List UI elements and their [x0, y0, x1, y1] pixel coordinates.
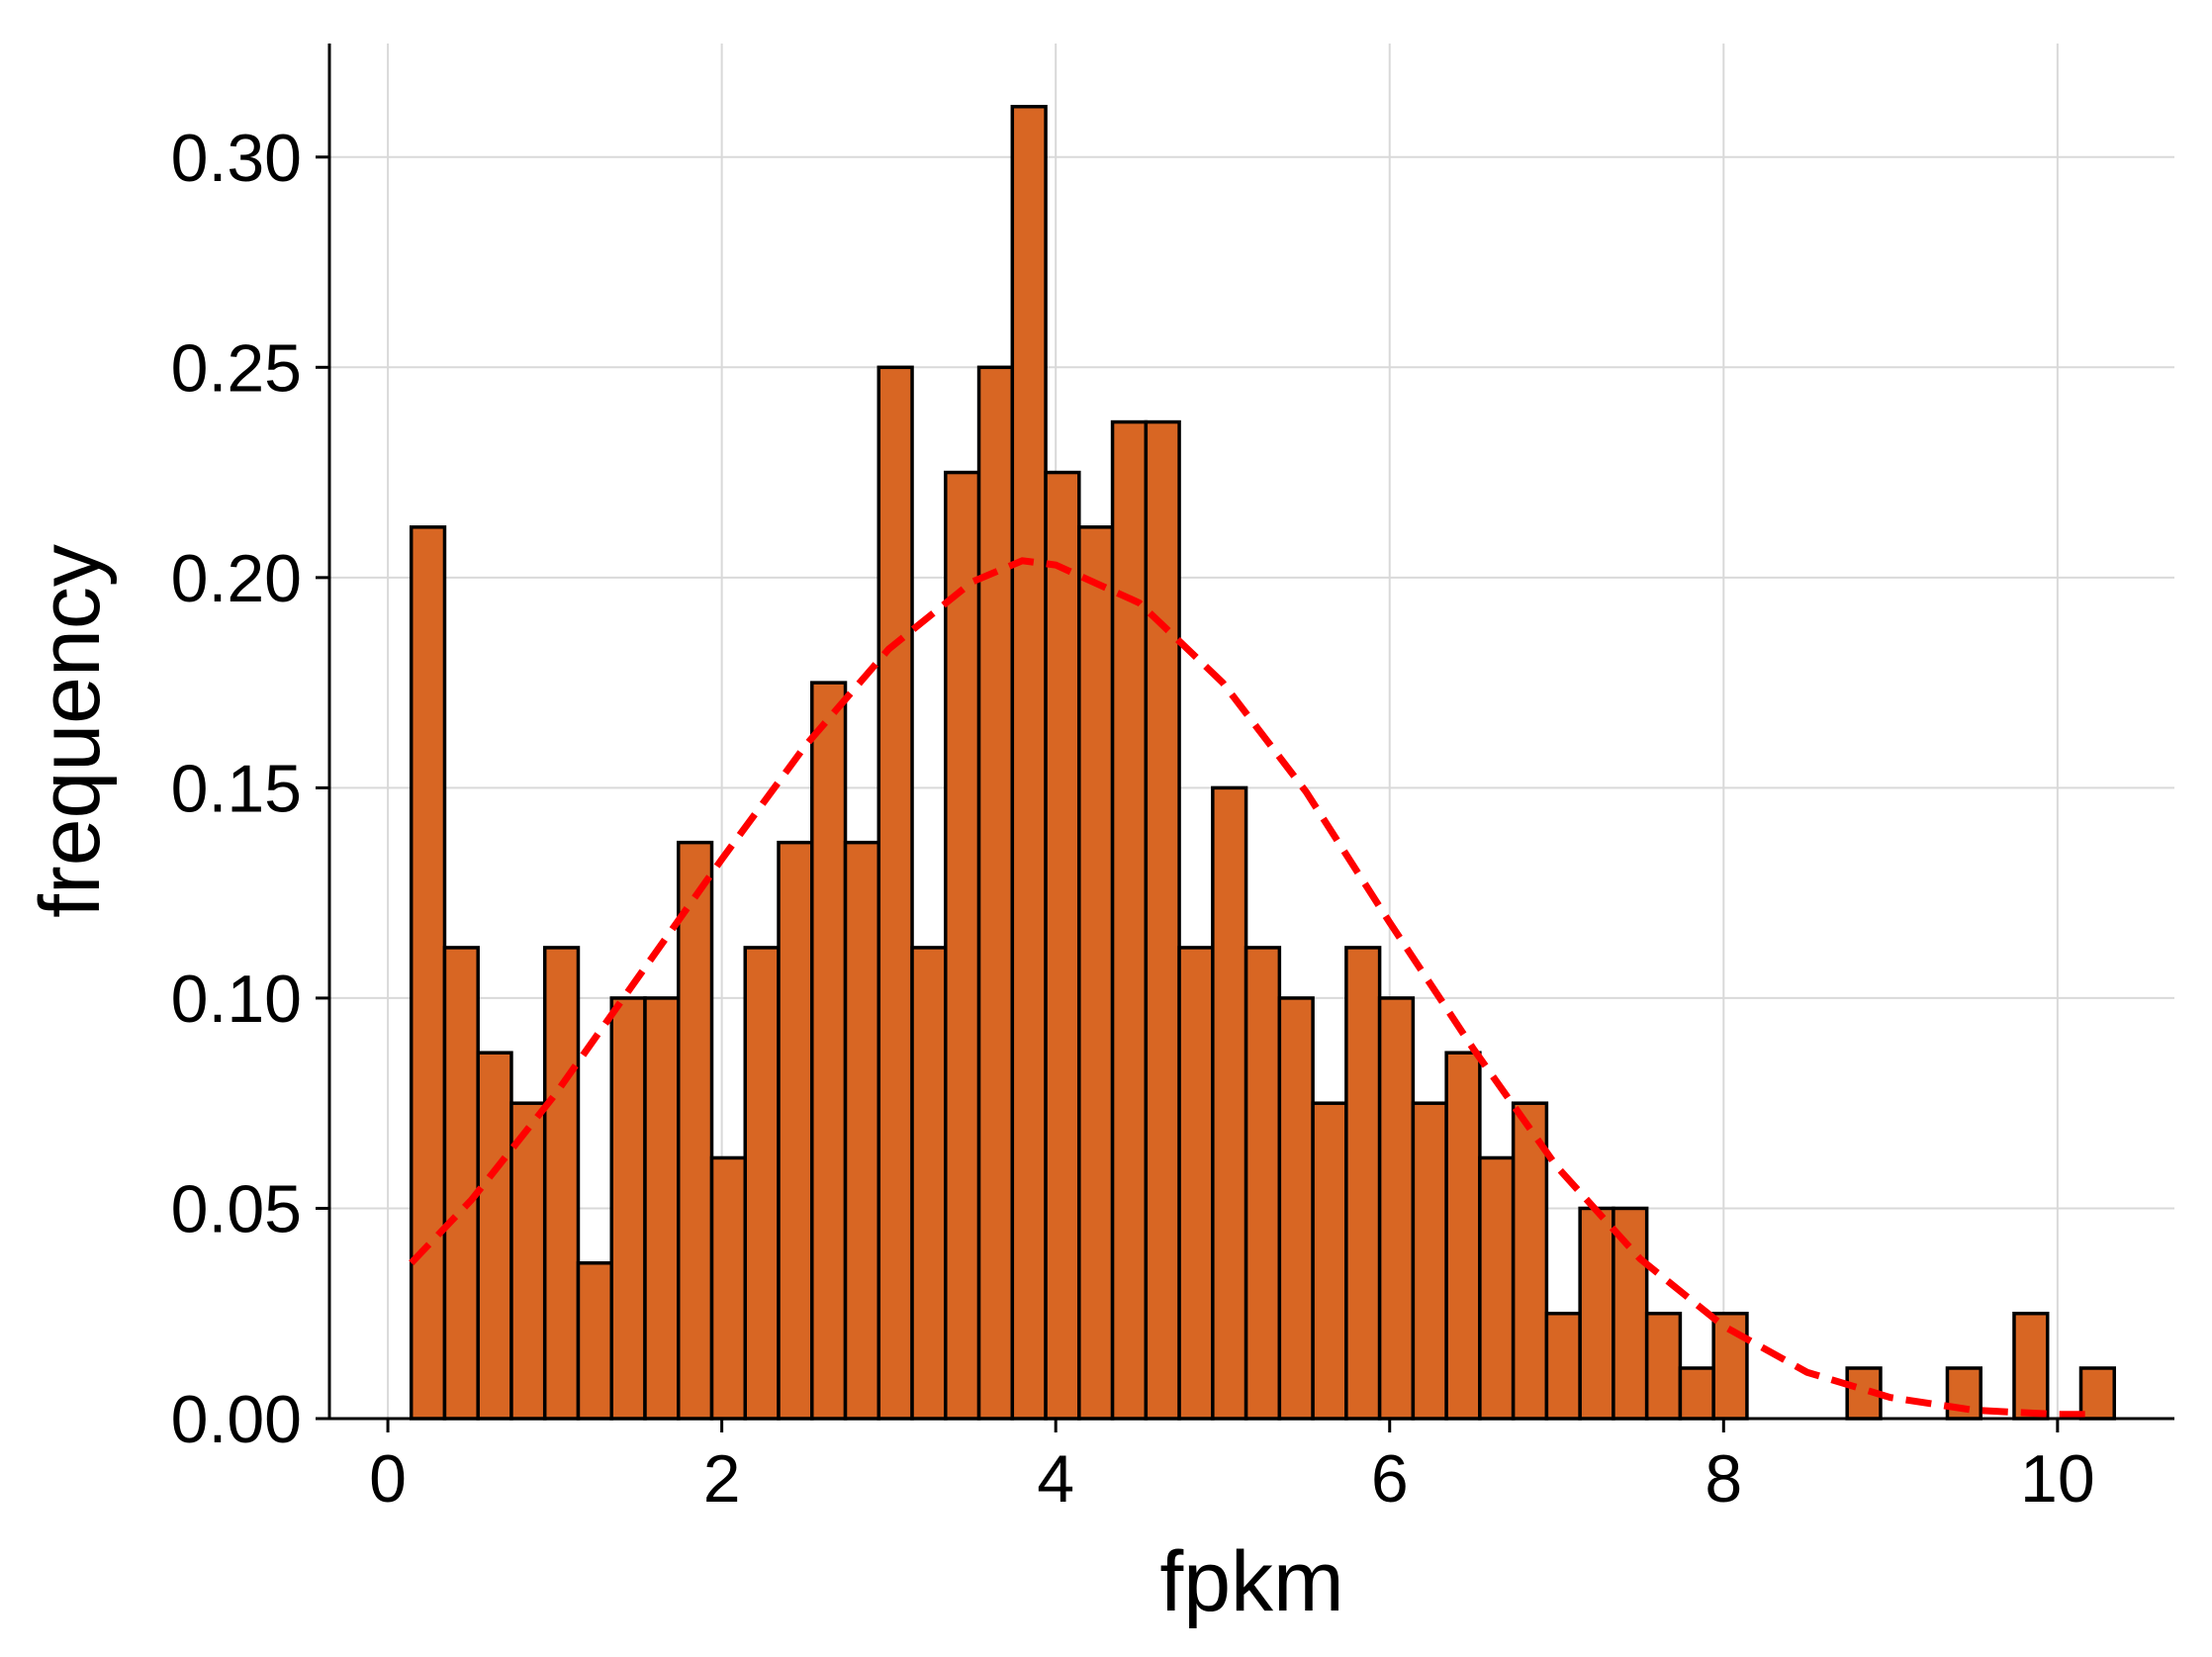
histogram-bar-24 — [1211, 785, 1248, 1421]
histogram-bar-22 — [1144, 419, 1181, 1421]
fitted-curve — [409, 557, 2098, 1419]
histogram-bar-0 — [409, 525, 447, 1421]
histogram-bar-35 — [1578, 1206, 1615, 1421]
histogram-bar-23 — [1177, 946, 1215, 1421]
y-axis-title: frequency — [23, 544, 118, 918]
histogram-bar-32 — [1478, 1155, 1516, 1421]
axis-ticks: 0 2 4 6 8 10 0.00 0.05 0.10 0.15 0.20 0.25 0.30 — [171, 121, 2095, 1517]
histogram-bar-33 — [1511, 1101, 1549, 1421]
x-tick-label-2: 4 — [1037, 1441, 1074, 1517]
histogram-bar-1 — [442, 946, 480, 1421]
histogram-bar-13 — [843, 840, 881, 1421]
histogram-bar-38 — [1678, 1366, 1715, 1421]
x-tick-label-1: 2 — [703, 1441, 741, 1517]
histogram-bar-8 — [676, 840, 714, 1421]
y-tick-label-4: 0.20 — [171, 541, 302, 616]
histogram-bar-29 — [1377, 996, 1416, 1421]
histogram-bar-7 — [643, 996, 681, 1421]
y-tick-label-1: 0.05 — [171, 1171, 302, 1246]
y-tick-label-5: 0.25 — [171, 330, 302, 406]
histogram-bar-10 — [743, 946, 781, 1421]
histogram-bar-16 — [944, 470, 981, 1421]
histogram-bar-18 — [1010, 105, 1048, 1421]
histogram-bar-5 — [576, 1260, 613, 1421]
histogram-bars — [409, 105, 2116, 1421]
histogram-bar-25 — [1244, 946, 1282, 1421]
histogram-bar-28 — [1344, 946, 1382, 1421]
histogram-bar-19 — [1044, 470, 1081, 1421]
histogram-bar-4 — [542, 946, 581, 1421]
histogram-bar-14 — [876, 365, 914, 1421]
histogram-bar-2 — [476, 1051, 513, 1421]
histogram-bar-15 — [910, 946, 948, 1421]
histogram-bar-26 — [1277, 996, 1315, 1421]
y-tick-label-2: 0.10 — [171, 962, 302, 1037]
histogram-bar-9 — [709, 1155, 748, 1421]
x-axis-title: fpkm — [1159, 1534, 1343, 1629]
histogram-bar-34 — [1544, 1311, 1582, 1421]
y-tick-label-3: 0.15 — [171, 751, 302, 826]
histogram-bar-48 — [2012, 1311, 2050, 1421]
histogram-bar-12 — [810, 681, 848, 1421]
histogram-bar-27 — [1311, 1101, 1348, 1421]
x-tick-label-3: 6 — [1371, 1441, 1409, 1517]
x-tick-label-4: 8 — [1705, 1441, 1742, 1517]
histogram-bar-11 — [777, 840, 814, 1421]
histogram-bar-20 — [1077, 525, 1115, 1421]
y-tick-label-6: 0.30 — [171, 121, 302, 196]
histogram-bar-30 — [1411, 1101, 1448, 1421]
histogram-bar-50 — [2078, 1366, 2116, 1421]
histogram-bar-17 — [976, 365, 1015, 1421]
histogram-bar-37 — [1644, 1311, 1683, 1421]
x-tick-label-5: 10 — [2020, 1441, 2095, 1517]
x-tick-label-0: 0 — [369, 1441, 407, 1517]
histogram-bar-21 — [1110, 419, 1149, 1421]
histogram-bar-3 — [509, 1101, 547, 1421]
histogram-bar-31 — [1444, 1051, 1482, 1421]
y-tick-label-0: 0.00 — [171, 1382, 302, 1457]
histogram-bar-6 — [609, 996, 647, 1421]
